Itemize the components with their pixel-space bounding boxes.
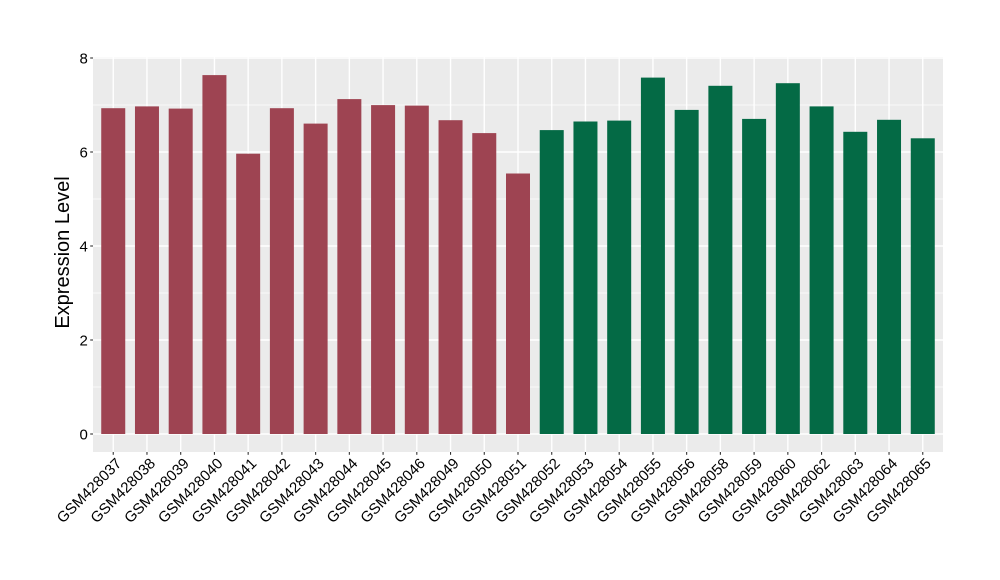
svg-text:6: 6: [79, 145, 87, 162]
svg-text:Expression Level: Expression Level: [52, 176, 74, 328]
svg-text:2: 2: [79, 333, 87, 350]
svg-text:0: 0: [79, 427, 87, 444]
svg-text:8: 8: [79, 51, 87, 68]
svg-text:4: 4: [79, 239, 87, 256]
